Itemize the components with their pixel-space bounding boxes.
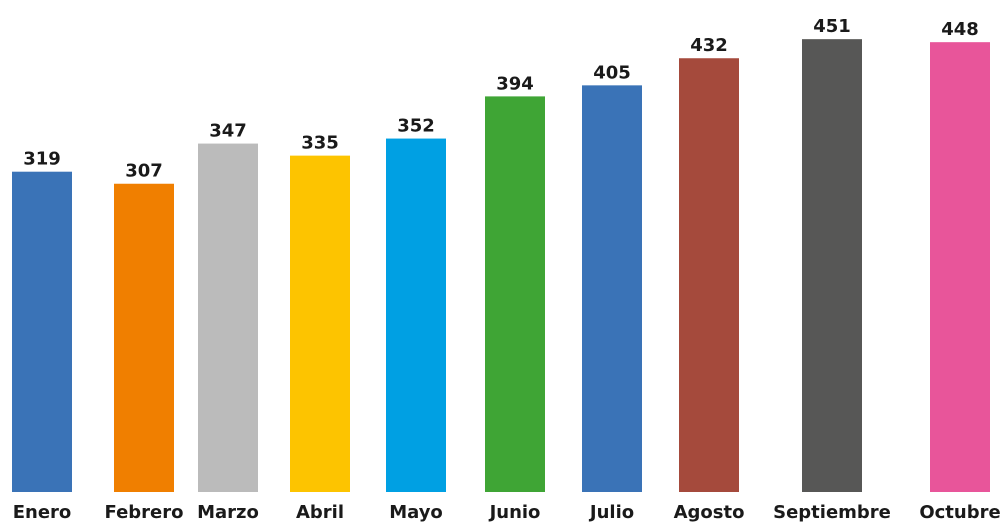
- x-tick-label: Octubre: [919, 502, 1000, 523]
- value-label: 432: [690, 35, 728, 56]
- bar: [12, 171, 72, 493]
- x-tick-label: Junio: [488, 502, 541, 523]
- x-tick-label: Enero: [13, 502, 72, 523]
- bar: [485, 96, 545, 492]
- bar: [198, 143, 258, 492]
- bar: [386, 138, 446, 492]
- x-tick-label: Agosto: [674, 502, 745, 523]
- x-tick-label: Febrero: [105, 502, 184, 523]
- value-label: 394: [496, 73, 534, 94]
- value-label: 448: [941, 19, 979, 40]
- value-label: 352: [397, 116, 435, 137]
- bar: [802, 39, 862, 493]
- value-label: 307: [125, 161, 163, 182]
- bar: [930, 42, 990, 493]
- x-tick-label: Abril: [296, 502, 344, 523]
- bar: [290, 155, 350, 492]
- x-tick-label: Septiembre: [773, 502, 891, 523]
- x-tick-label: Mayo: [389, 502, 443, 523]
- value-label: 405: [593, 62, 631, 83]
- bar: [679, 58, 739, 493]
- value-label: 335: [301, 133, 339, 154]
- value-label: 319: [23, 149, 61, 170]
- x-tick-label: Julio: [588, 502, 634, 523]
- bar: [582, 85, 642, 493]
- x-tick-label: Marzo: [197, 502, 259, 523]
- bar: [114, 183, 174, 492]
- value-label: 347: [209, 121, 247, 142]
- value-label: 451: [813, 16, 851, 37]
